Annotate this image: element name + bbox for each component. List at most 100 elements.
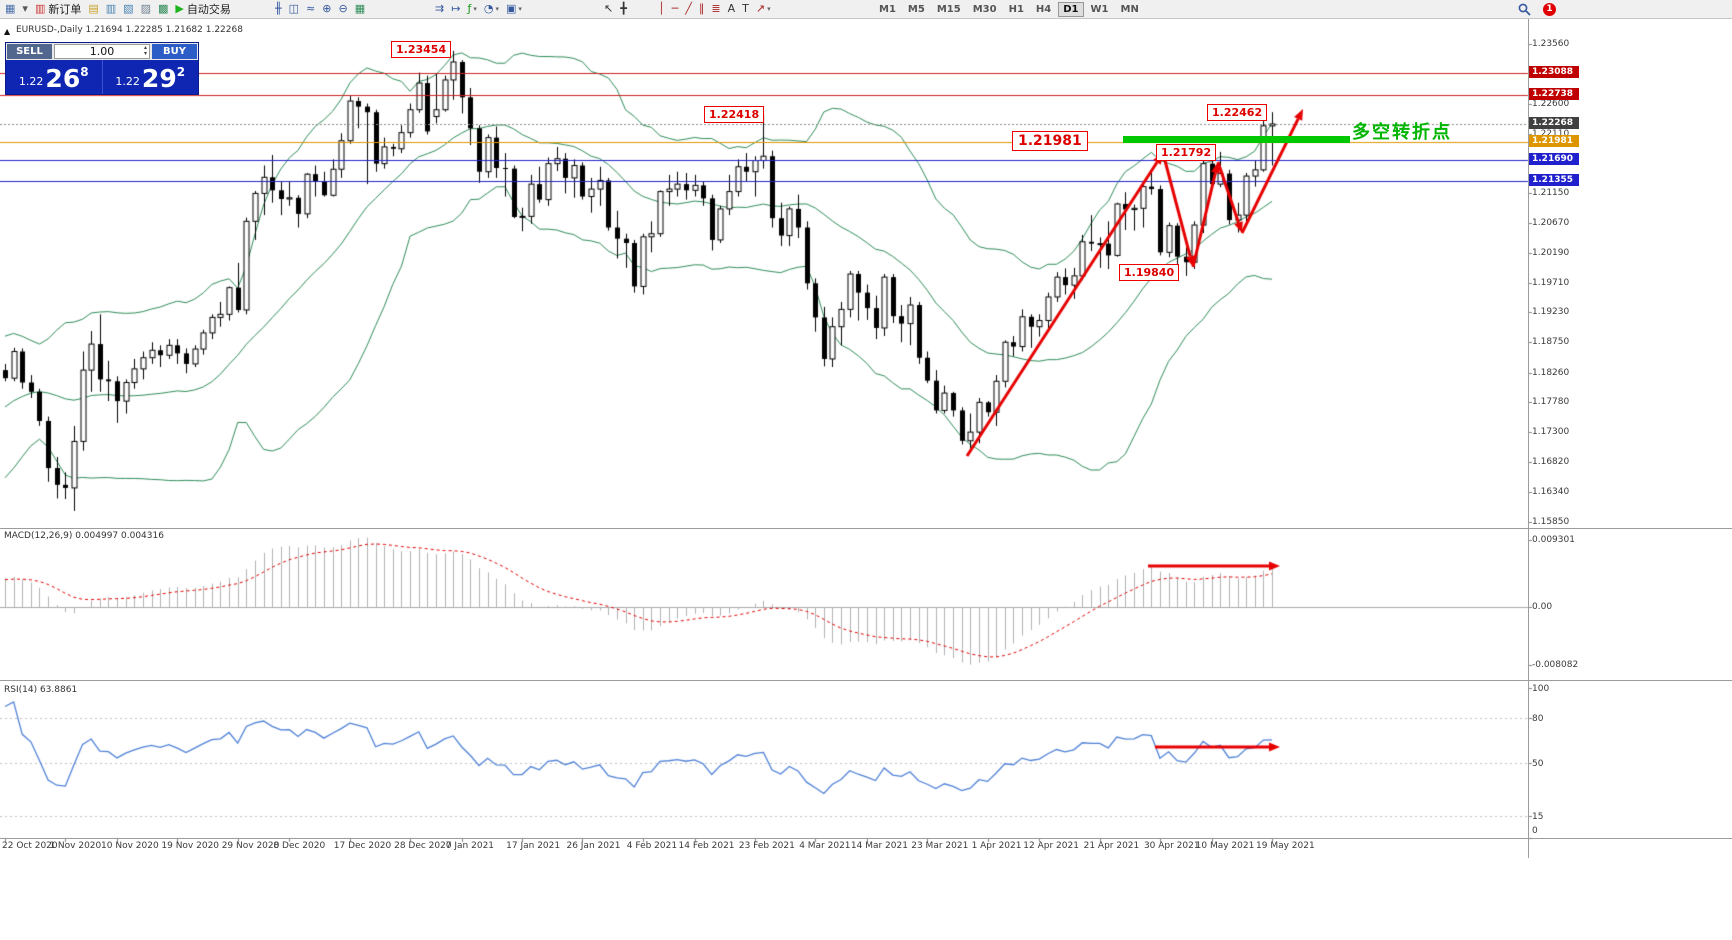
price-annotation[interactable]: 1.19840 bbox=[1119, 264, 1180, 281]
cursor-button[interactable]: ↖ bbox=[601, 1, 616, 17]
auto-scroll-button[interactable]: ⇉ bbox=[432, 1, 447, 17]
main-macd-separator[interactable] bbox=[0, 528, 1732, 529]
strategy-tester-icon: ▩ bbox=[157, 2, 169, 15]
timeframe-m1-button[interactable]: M1 bbox=[879, 3, 896, 15]
macd-panel-area[interactable] bbox=[0, 529, 1528, 680]
price-axis-label: 1.20190 bbox=[1532, 247, 1570, 258]
cursor-icon: ↖ bbox=[604, 2, 614, 15]
time-axis-label: 23 Feb 2021 bbox=[738, 841, 795, 851]
templates-button[interactable]: ▣ ▾ bbox=[503, 1, 525, 17]
strategy-tester-button[interactable]: ▩ bbox=[155, 1, 171, 17]
price-axis-label: 1.17300 bbox=[1532, 427, 1570, 438]
price-axis-label: 1.18260 bbox=[1532, 367, 1570, 378]
horizontal-line-button[interactable]: ─ bbox=[669, 1, 682, 17]
arrows-caret-icon[interactable]: ▾ bbox=[767, 5, 771, 13]
terminal-button[interactable]: ▨ bbox=[138, 1, 154, 17]
timeframe-mn-button[interactable]: MN bbox=[1120, 3, 1139, 15]
periods-caret-icon[interactable]: ▾ bbox=[495, 5, 499, 13]
timeframe-m5-button[interactable]: M5 bbox=[907, 3, 925, 15]
time-axis-label: 30 Apr 2021 bbox=[1143, 841, 1200, 851]
timeframe-h1-button[interactable]: H1 bbox=[1008, 3, 1024, 15]
timeframe-m30-button[interactable]: M30 bbox=[972, 3, 997, 15]
sell-price[interactable]: 1.22 26 8 bbox=[6, 60, 102, 94]
search-icon bbox=[1518, 3, 1531, 16]
volume-up-icon[interactable]: ▴ bbox=[143, 44, 147, 51]
profiles-button[interactable]: ▾ bbox=[19, 1, 31, 17]
price-annotation[interactable]: 1.22462 bbox=[1207, 104, 1268, 121]
arrows-button[interactable]: ↗ ▾ bbox=[753, 1, 774, 17]
buy-button[interactable]: BUY bbox=[152, 44, 197, 59]
new-order-label: 新订单 bbox=[48, 3, 82, 16]
pivot-text-label[interactable]: 多空转折点 bbox=[1352, 122, 1452, 143]
templates-caret-icon[interactable]: ▾ bbox=[518, 5, 522, 13]
navigator-button[interactable]: ▧ bbox=[120, 1, 136, 17]
timeframe-d1-button[interactable]: D1 bbox=[1058, 1, 1084, 17]
indicators-button[interactable]: ƒ ▾ bbox=[464, 1, 479, 17]
bar-chart-icon: ╫ bbox=[275, 2, 282, 15]
macd-axis-label: 0.00 bbox=[1532, 602, 1553, 612]
line-chart-button[interactable]: ≈ bbox=[303, 1, 318, 17]
tile-windows-button[interactable]: ▦ bbox=[352, 1, 368, 17]
timeframe-h4-button[interactable]: H4 bbox=[1035, 3, 1052, 15]
price-axis-label: 1.16820 bbox=[1532, 456, 1570, 467]
rsi-axis-label: 100 bbox=[1532, 684, 1550, 694]
new-order-button[interactable]: ▥ 新订单 bbox=[32, 1, 84, 17]
navigator-icon: ▧ bbox=[123, 2, 134, 15]
data-window-button[interactable]: ▥ bbox=[103, 1, 119, 17]
sell-button[interactable]: SELL bbox=[7, 44, 52, 59]
crosshair-button[interactable]: ╋ bbox=[617, 1, 630, 17]
volume-field[interactable]: 1.00 ▴ ▾ bbox=[54, 44, 150, 59]
price-annotation[interactable]: 1.22418 bbox=[704, 106, 765, 123]
toolbar-group-chart-tools: ⇉ ↦ ƒ ▾ ◔ ▾ ▣ ▾ bbox=[432, 0, 526, 18]
price-axis-label: 1.18750 bbox=[1532, 337, 1570, 348]
price-axis-label: 1.22600 bbox=[1532, 98, 1570, 109]
one-click-toggle-icon[interactable]: ▲ bbox=[4, 27, 11, 36]
periods-button[interactable]: ◔ ▾ bbox=[481, 1, 502, 17]
fibonacci-button[interactable]: ≣ bbox=[708, 1, 723, 17]
buy-price[interactable]: 1.22 29 2 bbox=[103, 60, 199, 94]
notification-badge[interactable]: 1 bbox=[1543, 2, 1556, 16]
market-watch-button[interactable]: ▤ bbox=[85, 1, 101, 17]
zoom-in-button[interactable]: ⊕ bbox=[319, 1, 334, 17]
pivot-line[interactable] bbox=[1123, 135, 1350, 143]
candlestick-chart-button[interactable]: ◫ bbox=[286, 1, 302, 17]
vertical-line-button[interactable]: │ bbox=[655, 1, 668, 17]
price-annotation[interactable]: 1.23454 bbox=[391, 41, 452, 58]
indicators-caret-icon[interactable]: ▾ bbox=[473, 5, 477, 13]
zoom-out-button[interactable]: ⊖ bbox=[335, 1, 350, 17]
time-axis-label: 23 Mar 2021 bbox=[911, 841, 969, 851]
search-button[interactable] bbox=[1515, 1, 1534, 17]
chart-shift-button[interactable]: ↦ bbox=[448, 1, 463, 17]
text-label-button[interactable]: T bbox=[739, 1, 752, 17]
bar-chart-button[interactable]: ╫ bbox=[272, 1, 285, 17]
time-axis-label: 10 Nov 2020 bbox=[101, 841, 159, 851]
one-click-prices: 1.22 26 8 1.22 29 2 bbox=[6, 60, 198, 94]
chart-window-button[interactable]: ▦ bbox=[2, 1, 18, 17]
candlestick-chart-icon: ◫ bbox=[288, 2, 300, 15]
equidistant-channel-button[interactable]: ∥ bbox=[696, 1, 708, 17]
price-annotation[interactable]: 1.21792 bbox=[1156, 144, 1217, 161]
price-axis-label: 1.21150 bbox=[1532, 188, 1570, 199]
zoom-in-icon: ⊕ bbox=[322, 2, 332, 15]
rsi-panel-area[interactable] bbox=[0, 681, 1528, 838]
new-order-icon: ▥ bbox=[34, 2, 46, 15]
price-annotation[interactable]: 1.21981 bbox=[1012, 131, 1088, 151]
volume-value[interactable]: 1.00 bbox=[89, 45, 115, 58]
timeframe-group: M1 M5 M15 M30 H1 H4 D1 W1 MN bbox=[873, 0, 1145, 18]
time-axis-label: 8 Dec 2020 bbox=[273, 841, 326, 851]
templates-icon: ▣ bbox=[505, 2, 517, 15]
text-button[interactable]: A bbox=[725, 1, 739, 17]
main-chart-plot-area[interactable] bbox=[0, 19, 1528, 528]
terminal-icon: ▨ bbox=[140, 2, 151, 15]
volume-down-icon[interactable]: ▾ bbox=[143, 50, 147, 57]
one-click-divider bbox=[101, 60, 103, 94]
volume-spinner[interactable]: ▴ ▾ bbox=[144, 45, 147, 57]
rsi-label: RSI(14) 63.8861 bbox=[4, 685, 78, 695]
timeframe-w1-button[interactable]: W1 bbox=[1090, 3, 1109, 15]
price-scale-border bbox=[1528, 19, 1529, 858]
auto-trading-button[interactable]: ▶ 自动交易 bbox=[172, 1, 233, 17]
macd-rsi-separator[interactable] bbox=[0, 680, 1732, 681]
trendline-button[interactable]: ╱ bbox=[682, 1, 695, 17]
timeframe-m15-button[interactable]: M15 bbox=[936, 3, 961, 15]
